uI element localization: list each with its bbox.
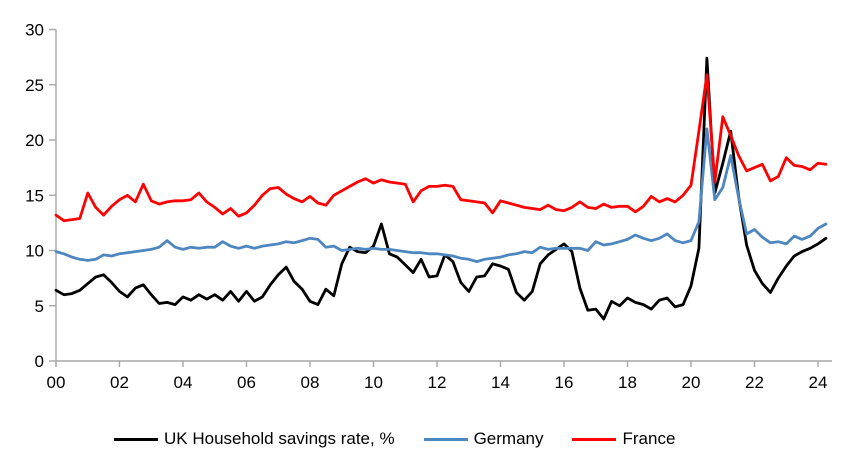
legend-label-germany: Germany (473, 429, 544, 448)
y-tick-label: 20 (25, 131, 44, 150)
y-tick-label: 10 (25, 242, 44, 261)
legend-item-france: France (572, 429, 675, 449)
legend-marker-france (572, 437, 617, 441)
x-tick-label: 18 (618, 373, 637, 392)
x-tick-label: 20 (682, 373, 701, 392)
y-tick-label: 15 (25, 186, 44, 205)
y-tick-label: 5 (35, 297, 44, 316)
x-tick-label: 24 (809, 373, 828, 392)
x-tick-label: 08 (301, 373, 320, 392)
series-line-germany (54, 127, 828, 264)
x-tick-label: 16 (555, 373, 574, 392)
x-tick-label: 22 (745, 373, 764, 392)
x-tick-label: 14 (491, 373, 510, 392)
series-line-uk (54, 56, 828, 321)
x-tick-label: 10 (364, 373, 383, 392)
legend-label-uk: UK Household savings rate, % (164, 429, 395, 448)
chart-legend: UK Household savings rate, % Germany Fra… (0, 429, 852, 449)
legend-label-france: France (622, 429, 676, 448)
y-tick-label: 25 (25, 76, 44, 95)
x-tick-label: 00 (47, 373, 66, 392)
legend-item-uk: UK Household savings rate, % (114, 429, 395, 449)
y-tick-label: 0 (35, 352, 44, 371)
x-tick-label: 02 (110, 373, 129, 392)
x-tick-label: 12 (428, 373, 447, 392)
legend-item-germany: Germany (423, 429, 544, 449)
y-tick-label: 30 (25, 21, 44, 40)
legend-marker-germany (423, 437, 468, 441)
legend-marker-uk (114, 437, 158, 441)
x-tick-label: 06 (237, 373, 256, 392)
x-tick-label: 04 (174, 373, 193, 392)
savings-rate-chart: 0 5 10 15 20 25 30 00 02 04 06 08 10 12 14 16 18 20 22 24 (25, 21, 832, 392)
series-line-france (54, 73, 828, 223)
